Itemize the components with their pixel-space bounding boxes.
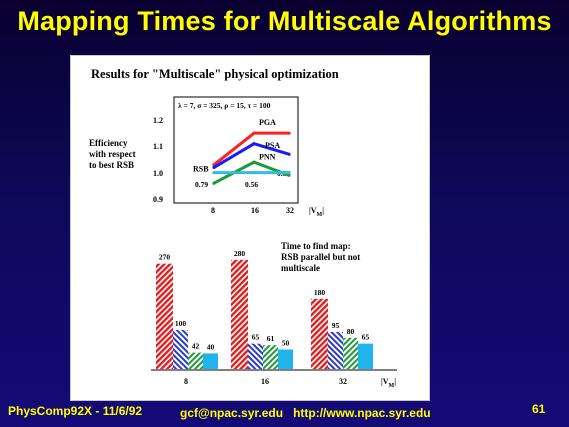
bar-xlabel-text: |V <box>381 377 389 386</box>
bar-xlabel-sub: M <box>389 383 395 389</box>
bar <box>231 259 248 369</box>
bar <box>328 331 343 369</box>
line-point <box>287 152 291 156</box>
series-label-rsb: RSB <box>193 165 209 174</box>
y-tick-label: 1.0 <box>153 169 163 178</box>
line-point <box>252 160 256 164</box>
bar-layer: 270 100 42 40 280 65 61 50 180 95 80 65 <box>156 249 373 369</box>
line-ylabel-1: Efficiency <box>89 138 128 148</box>
y-tick-label: 0.9 <box>153 195 163 204</box>
line-xlabel: |VM| <box>309 206 324 218</box>
line-point <box>212 171 216 175</box>
line-chart-params: λ = 7, σ = 325, ρ = 15, τ = 100 <box>178 101 271 110</box>
annotation-label: 0.56 <box>245 180 258 189</box>
bar <box>278 349 293 369</box>
line-point <box>252 131 256 135</box>
x-tick-label: 32 <box>286 206 294 215</box>
footer-center: gcf@npac.syr.edu http://www.npac.syr.edu <box>180 406 431 420</box>
line-point <box>287 173 291 177</box>
line-chart-frame <box>173 96 299 204</box>
bar <box>263 345 278 369</box>
slide-title: Mapping Times for Multiscale Algorithms <box>17 6 552 36</box>
figure-title: Results for "Multiscale" physical optimi… <box>91 67 339 81</box>
y-tick-label: 1.1 <box>153 142 163 151</box>
bar-value-label: 42 <box>192 342 200 351</box>
bar-value-label: 65 <box>362 333 370 342</box>
bar-annotation-2: RSB parallel but not <box>281 252 360 262</box>
bar <box>156 263 173 369</box>
bar <box>343 337 358 369</box>
bar-value-label: 50 <box>282 339 290 348</box>
line-point <box>212 165 216 169</box>
line-series-layer: PGA PSA PNN RSB <box>193 118 291 185</box>
bar-value-label: 40 <box>207 342 215 351</box>
y-tick-label: 1.2 <box>153 116 163 125</box>
bar <box>188 352 203 369</box>
footer-left: PhysComp92X - 11/6/92 <box>8 404 143 418</box>
line-ylabel-2: with respect <box>89 149 136 159</box>
line-xlabel-text: |V <box>309 206 317 215</box>
line-point <box>212 181 216 185</box>
bar <box>173 330 188 369</box>
x-tick-label: 8 <box>211 206 215 215</box>
bar-value-label: 61 <box>267 334 275 343</box>
figure-panel: Results for "Multiscale" physical optimi… <box>70 55 430 401</box>
line-point <box>252 142 256 146</box>
figure-svg: Results for "Multiscale" physical optimi… <box>89 67 397 389</box>
bar-value-label: 80 <box>347 327 355 336</box>
page-number: 61 <box>532 402 546 416</box>
bar-value-label: 100 <box>175 319 187 328</box>
line-point <box>287 171 291 175</box>
bar-value-label: 65 <box>252 333 260 342</box>
bar-xlabel: |VM| <box>381 377 396 389</box>
line-xlabel-end: | <box>322 206 324 215</box>
line-xlabel-sub: M <box>317 212 323 218</box>
series-label-pga: PGA <box>259 118 276 127</box>
bar-category-label: 8 <box>184 377 188 386</box>
x-tick-label: 16 <box>251 206 259 215</box>
line-ylabel-3: to best RSB <box>89 160 134 170</box>
bar-annotation-1: Time to find map: <box>281 241 351 251</box>
bar-value-label: 95 <box>332 321 340 330</box>
bar-value-label: 270 <box>159 253 171 262</box>
line-point <box>252 171 256 175</box>
series-label-pnn: PNN <box>259 153 276 162</box>
bar-category-label: 32 <box>339 377 347 386</box>
bar-value-label: 180 <box>314 288 326 297</box>
annotation-label: 0.79 <box>195 180 208 189</box>
bar <box>203 353 218 369</box>
bar-annotation-3: multiscale <box>281 263 320 273</box>
bar-category-label: 16 <box>261 377 269 386</box>
line-point <box>287 131 291 135</box>
bar <box>248 343 263 369</box>
bar <box>358 343 373 369</box>
bar-xlabel-end: | <box>394 377 396 386</box>
bar-value-label: 280 <box>234 249 246 258</box>
series-label-psa: PSA <box>265 141 280 150</box>
bar <box>311 298 328 369</box>
